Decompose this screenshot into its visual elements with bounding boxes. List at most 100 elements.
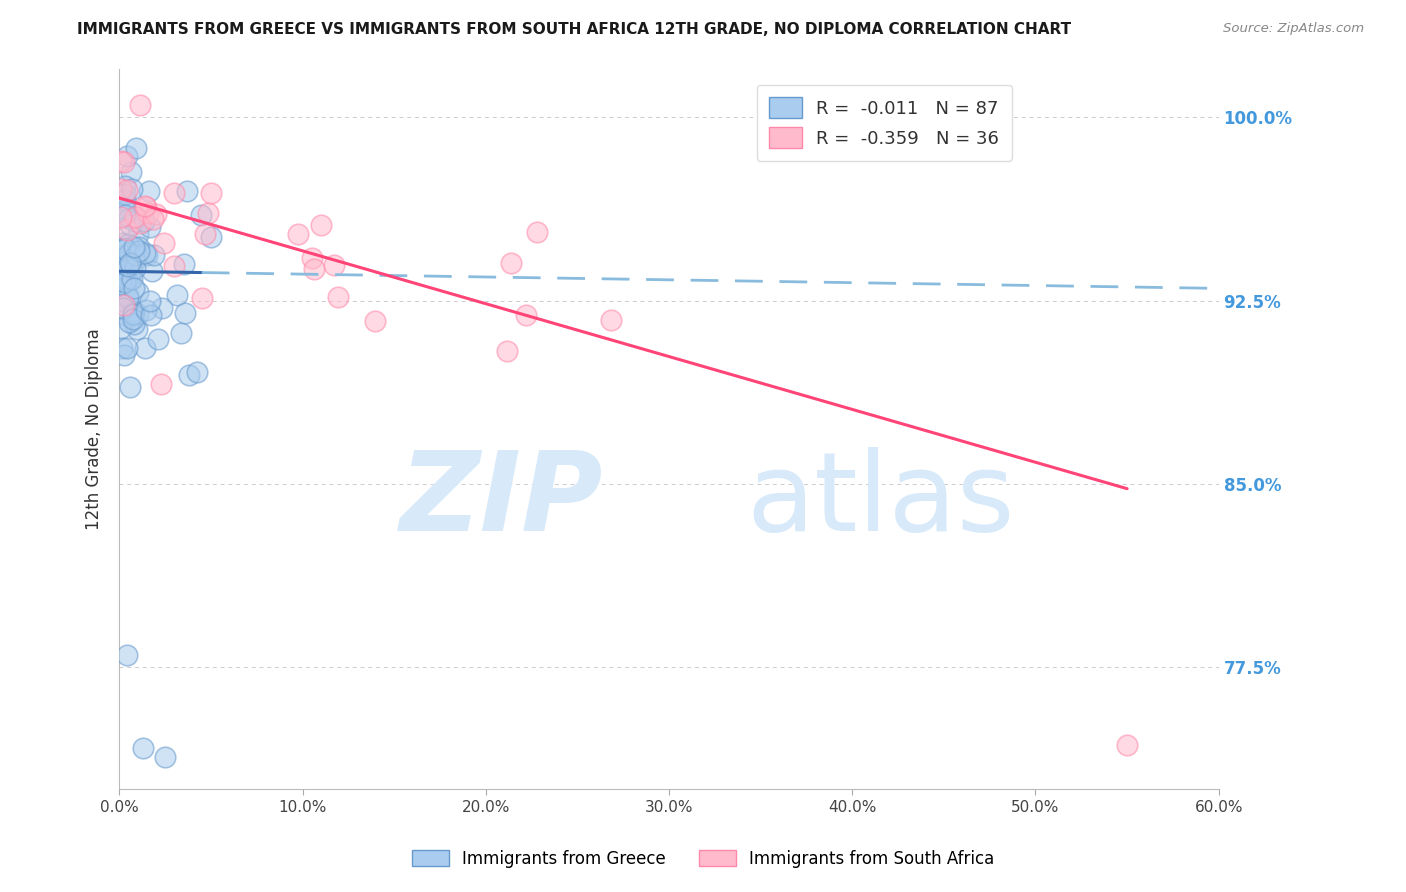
Point — [118, 218, 141, 232]
Point — [190, 291, 212, 305]
Point — [122, 214, 145, 228]
Point — [129, 98, 152, 112]
Point — [114, 187, 136, 202]
Point — [122, 281, 145, 295]
Point — [200, 229, 222, 244]
Point — [125, 210, 148, 224]
Point — [326, 290, 349, 304]
Point — [287, 227, 309, 242]
Text: Source: ZipAtlas.com: Source: ZipAtlas.com — [1223, 22, 1364, 36]
Point — [142, 247, 165, 261]
Point — [118, 315, 141, 329]
Point — [117, 149, 139, 163]
Point — [134, 246, 156, 260]
Point — [117, 289, 139, 303]
Point — [115, 202, 138, 217]
Point — [128, 240, 150, 254]
Point — [111, 341, 134, 355]
Point — [127, 307, 149, 321]
Point — [115, 648, 138, 662]
Point — [114, 179, 136, 194]
Point — [118, 271, 141, 285]
Point — [120, 256, 142, 270]
Point — [122, 303, 145, 318]
Point — [115, 341, 138, 355]
Point — [122, 308, 145, 322]
Point — [112, 348, 135, 362]
Legend: R =  -0.011   N = 87, R =  -0.359   N = 36: R = -0.011 N = 87, R = -0.359 N = 36 — [756, 85, 1012, 161]
Point — [134, 199, 156, 213]
Point — [112, 301, 135, 315]
Y-axis label: 12th Grade, No Diploma: 12th Grade, No Diploma — [86, 328, 103, 530]
Point — [117, 236, 139, 251]
Point — [125, 141, 148, 155]
Point — [322, 258, 344, 272]
Point — [112, 155, 135, 169]
Point — [114, 275, 136, 289]
Text: ZIP: ZIP — [399, 448, 603, 555]
Point — [170, 326, 193, 340]
Point — [117, 271, 139, 285]
Point — [122, 240, 145, 254]
Point — [124, 261, 146, 276]
Point — [110, 277, 132, 291]
Point — [117, 274, 139, 288]
Point — [496, 343, 519, 358]
Point — [112, 236, 135, 251]
Point — [138, 184, 160, 198]
Point — [121, 271, 143, 285]
Point — [200, 186, 222, 201]
Point — [114, 241, 136, 255]
Point — [139, 293, 162, 308]
Point — [128, 244, 150, 259]
Point — [108, 186, 131, 201]
Point — [139, 308, 162, 322]
Point — [139, 220, 162, 235]
Point — [127, 214, 149, 228]
Point — [114, 208, 136, 222]
Point — [599, 313, 621, 327]
Point — [110, 210, 132, 224]
Point — [124, 210, 146, 224]
Point — [115, 183, 138, 197]
Point — [122, 317, 145, 331]
Point — [115, 249, 138, 263]
Text: atlas: atlas — [747, 448, 1015, 555]
Point — [1116, 738, 1139, 752]
Point — [120, 165, 142, 179]
Point — [121, 181, 143, 195]
Point — [501, 256, 523, 270]
Point — [115, 273, 138, 287]
Point — [115, 310, 138, 324]
Point — [127, 285, 149, 300]
Point — [150, 301, 173, 315]
Point — [129, 216, 152, 230]
Point — [110, 182, 132, 196]
Point — [364, 314, 387, 328]
Point — [114, 193, 136, 207]
Point — [176, 184, 198, 198]
Point — [120, 254, 142, 268]
Point — [135, 303, 157, 318]
Point — [146, 332, 169, 346]
Point — [115, 222, 138, 236]
Point — [173, 306, 195, 320]
Point — [112, 202, 135, 216]
Point — [186, 364, 208, 378]
Point — [153, 750, 176, 764]
Point — [153, 236, 176, 251]
Point — [125, 322, 148, 336]
Point — [112, 255, 135, 269]
Point — [194, 227, 217, 241]
Point — [120, 379, 142, 393]
Point — [114, 242, 136, 256]
Point — [110, 320, 132, 334]
Point — [125, 247, 148, 261]
Point — [111, 294, 134, 309]
Point — [163, 260, 186, 274]
Point — [173, 257, 195, 271]
Text: IMMIGRANTS FROM GREECE VS IMMIGRANTS FROM SOUTH AFRICA 12TH GRADE, NO DIPLOMA CO: IMMIGRANTS FROM GREECE VS IMMIGRANTS FRO… — [77, 22, 1071, 37]
Point — [197, 206, 219, 220]
Point — [142, 212, 165, 227]
Point — [120, 259, 142, 273]
